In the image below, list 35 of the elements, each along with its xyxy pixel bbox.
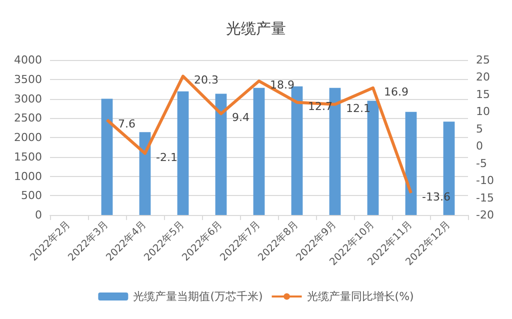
data-label: 16.9 <box>384 85 408 98</box>
y2-tick-label: 5 <box>476 122 483 136</box>
bar <box>139 132 151 215</box>
y2-tick-label: -5 <box>476 156 487 170</box>
y2-tick-label: -15 <box>476 191 494 204</box>
y-tick-label: 500 <box>21 189 42 202</box>
bar <box>177 91 189 215</box>
legend-label: 光缆产量当期值(万芯千米) <box>133 290 263 303</box>
y-tick-label: 2500 <box>14 112 42 125</box>
y-tick-label: 2000 <box>14 131 42 144</box>
bar <box>405 112 417 215</box>
line-series <box>106 74 412 194</box>
data-label: 9.4 <box>232 111 250 124</box>
data-label: 18.9 <box>270 78 294 92</box>
bar <box>215 94 227 215</box>
y-tick-label: 1000 <box>14 170 42 183</box>
bar <box>253 88 265 215</box>
y2-tick-label: 25 <box>476 54 490 66</box>
y2-tick-label: 10 <box>476 105 490 118</box>
y2-tick-label: 15 <box>476 88 490 101</box>
y-tick-label: 4000 <box>14 54 42 66</box>
y-tick-label: 1500 <box>14 150 42 164</box>
data-label: -2.1 <box>156 150 178 164</box>
y2-tick-label: 20 <box>476 70 490 84</box>
y-tick-label: 0 <box>35 208 42 222</box>
data-label: 20.3 <box>194 74 218 87</box>
legend-label: 光缆产量同比增长(%) <box>306 290 414 303</box>
bar <box>101 98 113 215</box>
data-label: 7.6 <box>118 117 136 130</box>
chart-title: 光缆产量 <box>226 20 286 38</box>
y2-tick-label: -20 <box>476 208 494 222</box>
y2-tick-label: 0 <box>476 140 483 153</box>
y-tick-label: 3500 <box>14 72 42 86</box>
y-tick-label: 3000 <box>14 92 42 106</box>
y2-tick-label: -10 <box>476 174 494 188</box>
